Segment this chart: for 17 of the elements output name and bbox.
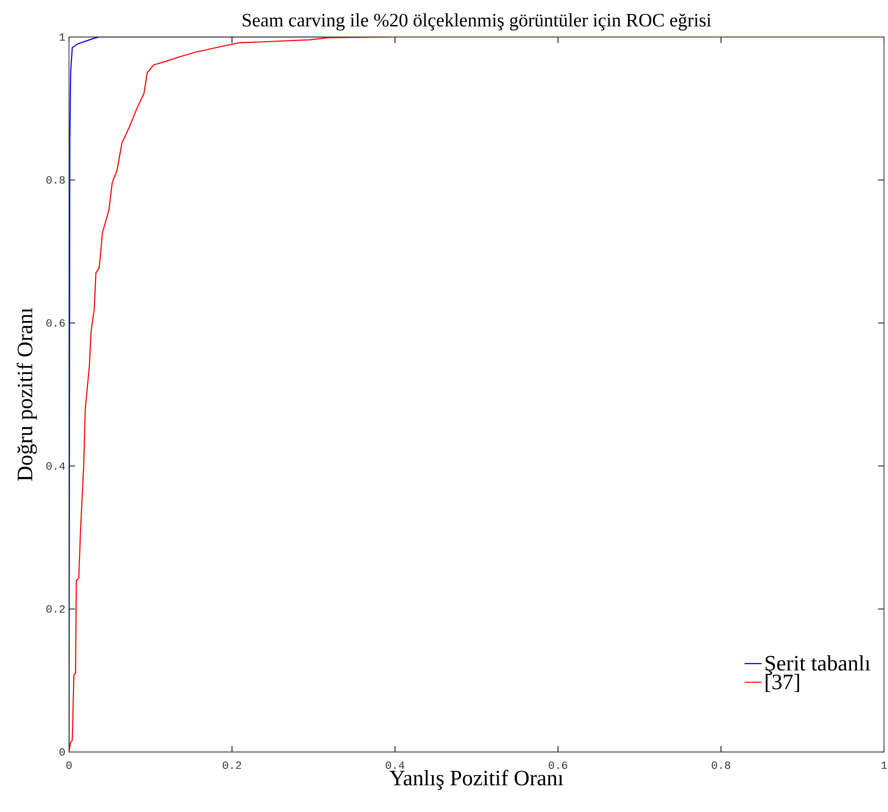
y-tick-label: 0	[60, 748, 65, 756]
y-tick-label: 0.4	[46, 462, 65, 470]
x-tick-label: 0.2	[222, 762, 242, 769]
x-axis-title: Yanlış Pozitif Oranı	[390, 770, 564, 790]
y-tick-label: 0.2	[46, 605, 65, 613]
legend-label: [37]	[766, 674, 800, 692]
y-tick-label: 1	[60, 33, 65, 41]
legend-label: Şerit tabanlı	[766, 655, 870, 676]
y-axis-title: Doğru pozitif Oranı	[16, 308, 37, 481]
x-tick-label: 1	[882, 762, 887, 769]
chart-title: Seam carving ile %20 ölçeklenmiş görüntüler için ROC eğrisi	[242, 13, 712, 30]
x-tick-label: 0.4	[386, 762, 404, 769]
x-tick-label: 0.8	[712, 762, 730, 769]
x-tick-label: 0.6	[548, 762, 568, 769]
x-tick-label: 0	[66, 762, 72, 769]
y-tick-label: 0.6	[46, 319, 65, 327]
y-tick-label: 0.8	[46, 176, 65, 184]
